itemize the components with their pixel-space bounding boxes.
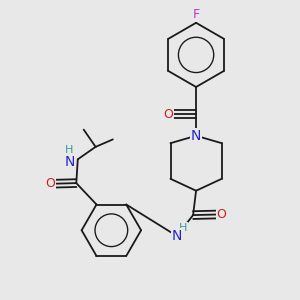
Text: O: O: [216, 208, 226, 221]
Text: O: O: [45, 177, 55, 190]
Text: F: F: [193, 8, 200, 21]
Text: H: H: [178, 223, 187, 232]
Text: O: O: [163, 108, 173, 121]
Text: N: N: [191, 129, 201, 143]
Text: N: N: [191, 129, 201, 143]
Text: H: H: [65, 146, 74, 155]
Text: N: N: [64, 155, 75, 169]
Text: N: N: [172, 229, 182, 243]
